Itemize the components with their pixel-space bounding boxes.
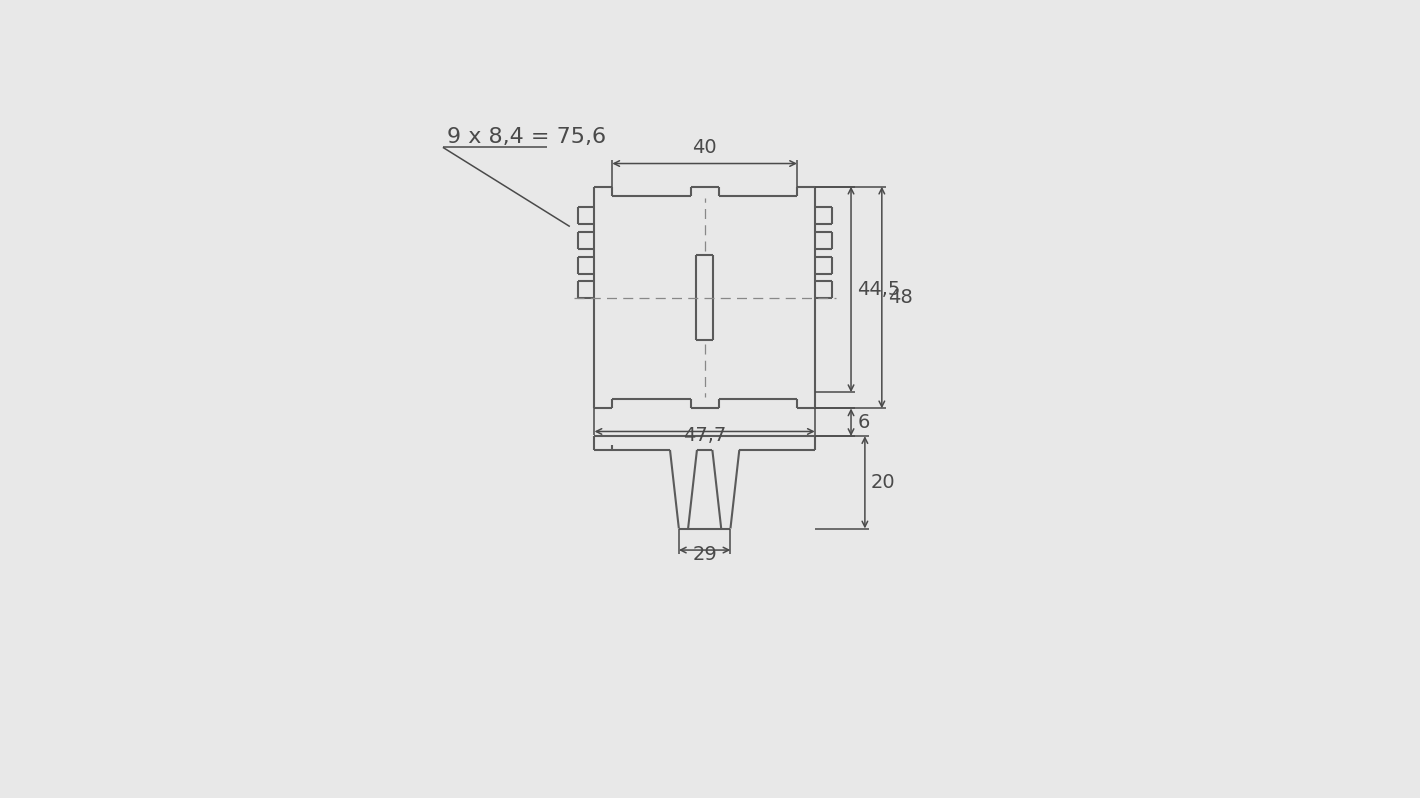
Text: 48: 48	[888, 288, 913, 307]
Text: 44,5: 44,5	[858, 280, 900, 299]
Text: 40: 40	[693, 138, 717, 157]
Text: 29: 29	[693, 545, 717, 564]
Text: 6: 6	[858, 413, 869, 432]
Text: 9 x 8,4 = 75,6: 9 x 8,4 = 75,6	[447, 127, 606, 147]
Text: 47,7: 47,7	[683, 426, 726, 445]
Text: 20: 20	[870, 472, 896, 492]
